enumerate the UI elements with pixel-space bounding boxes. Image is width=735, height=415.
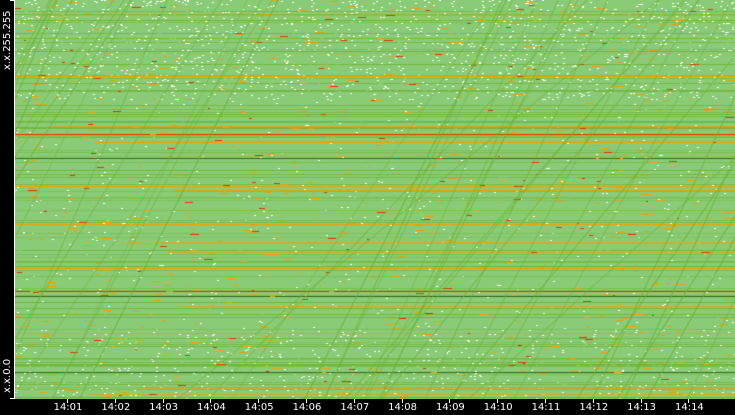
x-tick (162, 399, 164, 403)
x-tick-label: 14:02 (101, 402, 131, 413)
x-tick (545, 399, 546, 403)
x-tick-label: 14:14 (674, 402, 704, 413)
heatmap-canvas (15, 0, 735, 399)
x-tick-label: 14:09 (435, 402, 465, 413)
x-tick-label: 14:01 (53, 402, 83, 413)
y-label-bottom: x.x.0.0 (2, 358, 13, 394)
x-tick (210, 399, 212, 403)
x-axis: 14:01 14:02 14:03 14:04 14:05 14:06 14:07 14:08… (0, 399, 735, 415)
x-tick (497, 399, 499, 403)
x-tick (67, 399, 68, 403)
x-tick-label: 14:10 (483, 402, 513, 413)
y-tick-bottom (10, 398, 15, 399)
x-tick (258, 399, 260, 403)
x-tick (401, 399, 403, 403)
x-tick (640, 399, 642, 403)
y-axis-line (14, 0, 15, 399)
x-tick-label: 14:11 (531, 402, 561, 413)
x-tick-label: 14:04 (196, 402, 226, 413)
x-tick-label: 14:03 (149, 402, 179, 413)
x-tick-label: 14:08 (388, 402, 418, 413)
x-tick-label: 14:13 (627, 402, 657, 413)
x-tick-label: 14:07 (340, 402, 370, 413)
x-tick-label: 14:05 (244, 402, 274, 413)
x-tick (353, 399, 355, 403)
y-label-top: x.x.255.255 (2, 10, 13, 70)
x-tick-label: 14:06 (292, 402, 322, 413)
x-tick (688, 399, 690, 403)
x-tick (114, 399, 116, 403)
x-tick (449, 399, 451, 403)
x-tick (592, 399, 594, 403)
x-tick-label: 14:12 (579, 402, 609, 413)
x-tick (306, 399, 307, 403)
y-tick-top (10, 0, 15, 1)
